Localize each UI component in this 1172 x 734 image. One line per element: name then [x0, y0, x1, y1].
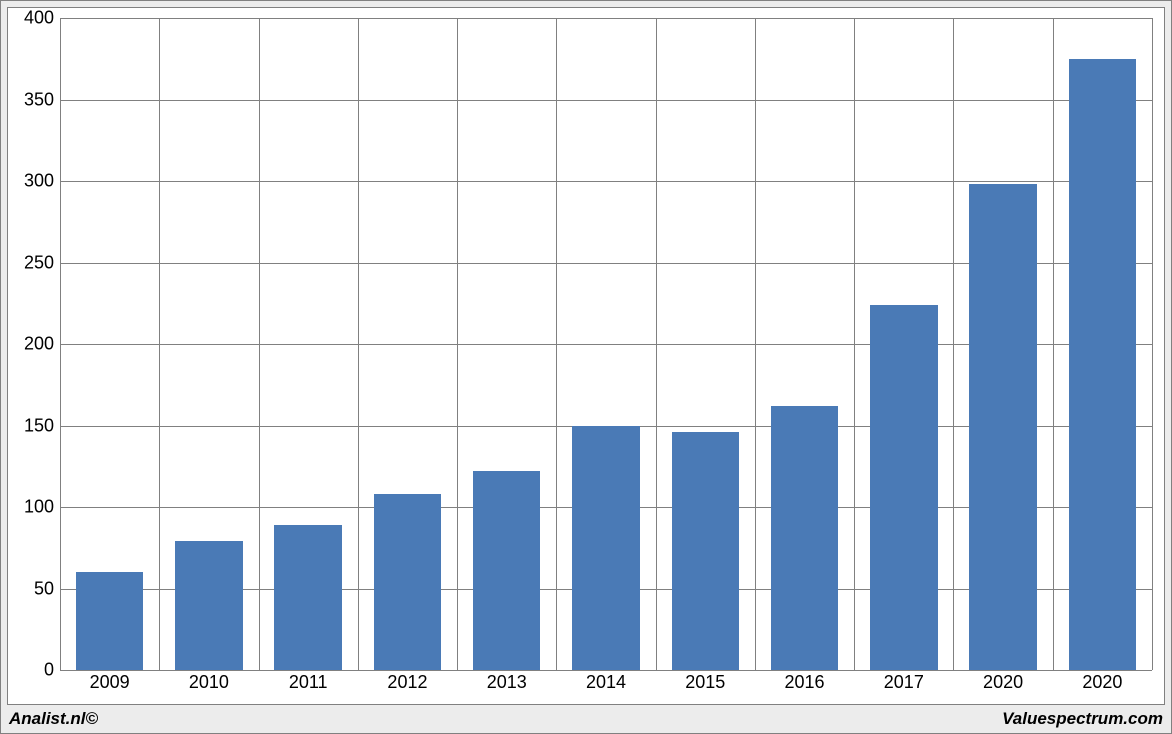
y-tick-label: 50 [8, 578, 54, 599]
gridline-v [159, 18, 160, 670]
footer-left: Analist.nl© [9, 709, 98, 729]
x-tick-label: 2014 [586, 672, 626, 693]
x-tick-label: 2020 [983, 672, 1023, 693]
plot-area [60, 18, 1152, 670]
gridline-v [259, 18, 260, 670]
y-tick-label: 0 [8, 660, 54, 681]
plot-wrap: 0 50 100 150 200 250 300 350 400 2009 2010 2011 201… [7, 7, 1165, 705]
gridline-h [60, 18, 1152, 19]
x-tick-label: 2017 [884, 672, 924, 693]
gridline-v [457, 18, 458, 670]
bar [572, 426, 640, 671]
bar [76, 572, 144, 670]
y-tick-label: 200 [8, 334, 54, 355]
gridline-v [556, 18, 557, 670]
gridline-v [60, 18, 61, 670]
gridline-v [755, 18, 756, 670]
x-tick-label: 2009 [90, 672, 130, 693]
x-tick-label: 2012 [387, 672, 427, 693]
x-tick-label: 2020 [1082, 672, 1122, 693]
y-tick-label: 100 [8, 497, 54, 518]
footer-right: Valuespectrum.com [1002, 709, 1163, 729]
bar [274, 525, 342, 670]
x-tick-label: 2013 [487, 672, 527, 693]
x-tick-label: 2011 [289, 672, 328, 693]
bar [870, 305, 938, 670]
x-tick-label: 2015 [685, 672, 725, 693]
gridline-v [656, 18, 657, 670]
gridline-v [953, 18, 954, 670]
x-tick-label: 2016 [785, 672, 825, 693]
x-tick-label: 2010 [189, 672, 229, 693]
chart-frame: 0 50 100 150 200 250 300 350 400 2009 2010 2011 201… [0, 0, 1172, 734]
gridline-v [1053, 18, 1054, 670]
bar [969, 184, 1037, 670]
gridline-v [1152, 18, 1153, 670]
bar [473, 471, 541, 670]
y-tick-label: 300 [8, 171, 54, 192]
gridline-h [60, 100, 1152, 101]
y-tick-label: 150 [8, 415, 54, 436]
bar [374, 494, 442, 670]
gridline-v [854, 18, 855, 670]
y-axis-labels: 050100150200250300350400 [8, 18, 60, 670]
gridline-v [358, 18, 359, 670]
bar [771, 406, 839, 670]
y-tick-label: 400 [8, 8, 54, 29]
y-tick-label: 250 [8, 252, 54, 273]
y-tick-label: 350 [8, 89, 54, 110]
bar [175, 541, 243, 670]
bar [1069, 59, 1137, 670]
bar [672, 432, 740, 670]
gridline-h [60, 181, 1152, 182]
x-axis-labels: 2009 2010 2011 2012 2013 2014 2015 2016 2017 2020… [60, 670, 1152, 704]
